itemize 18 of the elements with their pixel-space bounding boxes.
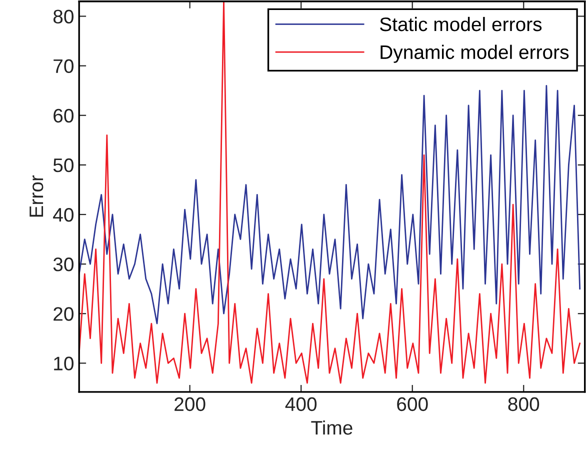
x-tick-label: 600: [397, 397, 428, 412]
line-series: [79, 1, 581, 384]
legend-label: Dynamic model errors: [380, 44, 569, 63]
x-tick-label: 800: [508, 397, 540, 412]
y-tick-label: 50: [53, 158, 74, 172]
x-axis-title: Time: [311, 420, 352, 435]
line-series: [79, 84, 581, 324]
y-tick-label: 30: [53, 258, 74, 272]
y-tick-label: 10: [54, 356, 74, 370]
y-tick-label: 20: [54, 307, 74, 321]
x-tick-label: 400: [285, 397, 317, 412]
y-tick-label: 60: [54, 108, 74, 123]
y-tick-label: 40: [53, 208, 74, 222]
x-tick-label: 200: [174, 397, 206, 412]
y-tick-label: 70: [54, 59, 74, 74]
y-tick-label: 80: [53, 10, 74, 24]
legend-label: Static model errors: [380, 16, 542, 32]
y-axis-title: Error: [30, 175, 44, 217]
